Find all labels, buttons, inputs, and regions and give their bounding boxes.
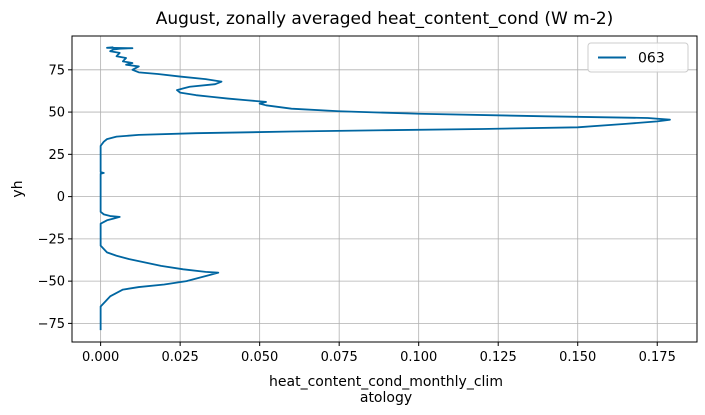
y-axis-label: yh [10, 180, 26, 197]
y-tick-label: 25 [48, 148, 65, 163]
x-tick-label: 0.025 [162, 350, 199, 365]
y-tick-label: 50 [48, 106, 65, 121]
plot-frame [71, 35, 698, 343]
x-axis-label-line1: heat_content_cond_monthly_clim [269, 374, 503, 390]
legend-label-063: 063 [638, 51, 665, 67]
x-tick-label: 0.150 [559, 350, 596, 365]
series-line-063 [99, 46, 671, 331]
legend: 063 [587, 42, 689, 73]
x-tick-label: 0.100 [400, 350, 437, 365]
y-tick-label: 0 [57, 190, 65, 205]
series-layer [99, 46, 671, 331]
x-tick-label: 0.075 [321, 350, 358, 365]
y-tick-label: −75 [38, 317, 65, 332]
y-tick-label: 75 [48, 63, 65, 78]
y-tick-label: −25 [38, 232, 65, 247]
ticks: 0.000 0.025 0.050 0.075 0.100 0.125 0.150 0.175… [38, 63, 676, 365]
x-tick-label: 0.000 [82, 350, 119, 365]
x-tick-label: 0.125 [480, 350, 517, 365]
legend-box [587, 42, 689, 73]
y-tick-label: −50 [38, 275, 65, 290]
x-tick-label: 0.175 [639, 350, 676, 365]
x-axis-label-line2: atology [360, 390, 412, 406]
grid [72, 36, 697, 342]
x-tick-label: 0.050 [241, 350, 278, 365]
chart-title: August, zonally averaged heat_content_co… [156, 9, 614, 29]
